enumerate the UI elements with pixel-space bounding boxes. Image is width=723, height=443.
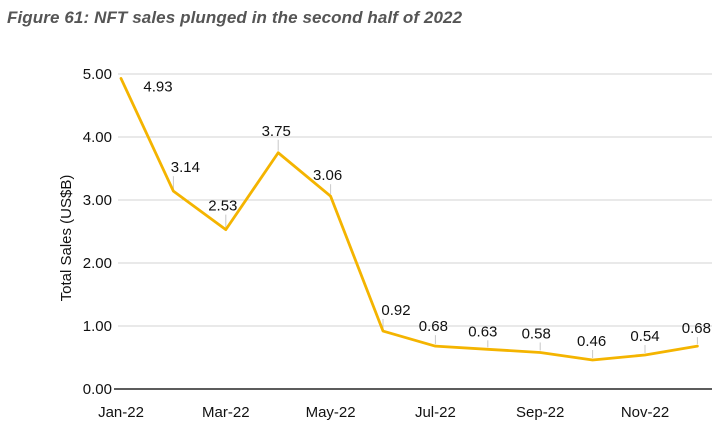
x-tick-label: Jan-22 — [98, 404, 144, 421]
data-label: 0.58 — [522, 325, 551, 342]
data-label: 0.92 — [381, 302, 410, 319]
y-tick-label: 4.00 — [83, 129, 112, 146]
y-tick-label: 0.00 — [83, 381, 112, 398]
data-label: 3.06 — [313, 167, 342, 184]
data-label: 0.54 — [630, 328, 659, 345]
x-tick-label: Mar-22 — [202, 404, 250, 421]
x-tick-label: May-22 — [306, 404, 356, 421]
data-label: 0.63 — [468, 323, 497, 340]
data-label: 3.14 — [171, 159, 200, 176]
data-label: 4.93 — [143, 78, 172, 95]
data-label: 0.68 — [419, 318, 448, 335]
x-tick-label: Nov-22 — [621, 404, 669, 421]
x-tick-label: Sep-22 — [516, 404, 564, 421]
x-tick-label: Jul-22 — [415, 404, 456, 421]
y-tick-label: 2.00 — [83, 255, 112, 272]
y-tick-label: 5.00 — [83, 66, 112, 83]
y-tick-label: 1.00 — [83, 318, 112, 335]
data-label: 2.53 — [208, 198, 237, 215]
figure-title: Figure 61: NFT sales plunged in the seco… — [7, 8, 463, 27]
gridlines — [114, 73, 712, 390]
y-axis-tick-labels: 0.00 1.00 2.00 3.00 4.00 5.00 — [83, 66, 112, 398]
data-label: 0.46 — [577, 333, 606, 350]
y-tick-label: 3.00 — [83, 192, 112, 209]
y-axis-title: Total Sales (US$B) — [58, 175, 75, 302]
data-labels: 4.93 3.14 2.53 3.75 3.06 0.92 0.68 0.63 0.58 0.46… — [143, 78, 711, 350]
x-axis-tick-labels: Jan-22 Mar-22 May-22 Jul-22 Sep-22 Nov-22 — [98, 404, 669, 421]
data-label-leader-lines — [172, 139, 698, 359]
data-label: 3.75 — [262, 123, 291, 140]
nft-sales-series-line — [119, 77, 699, 362]
data-label: 0.68 — [682, 320, 711, 337]
